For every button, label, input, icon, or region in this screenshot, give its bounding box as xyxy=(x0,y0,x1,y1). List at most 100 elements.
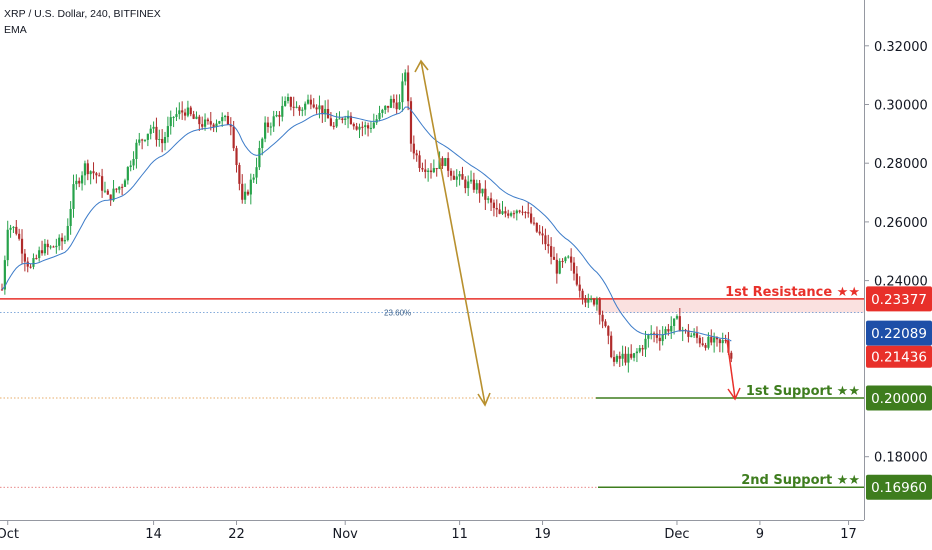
candle[interactable] xyxy=(361,121,364,137)
candle[interactable] xyxy=(266,116,270,133)
candle[interactable] xyxy=(464,176,467,194)
candle[interactable] xyxy=(278,111,281,127)
candle[interactable] xyxy=(418,150,421,172)
candle[interactable] xyxy=(106,188,109,195)
candle[interactable] xyxy=(155,117,158,147)
candle[interactable] xyxy=(23,249,26,272)
candle[interactable] xyxy=(421,162,424,172)
candle[interactable] xyxy=(158,129,161,147)
candle[interactable] xyxy=(512,210,516,219)
candle[interactable] xyxy=(58,234,61,251)
candle[interactable] xyxy=(152,121,155,134)
candle[interactable] xyxy=(103,181,107,194)
candle[interactable] xyxy=(615,354,618,364)
candle[interactable] xyxy=(730,350,733,363)
candle[interactable] xyxy=(587,293,590,308)
candle[interactable] xyxy=(627,347,630,373)
candle[interactable] xyxy=(504,206,507,218)
candle[interactable] xyxy=(718,338,721,353)
candle[interactable] xyxy=(35,254,38,260)
candle[interactable] xyxy=(489,192,493,212)
candle[interactable] xyxy=(590,295,593,303)
candle[interactable] xyxy=(458,170,461,186)
candle[interactable] xyxy=(401,73,404,112)
ema-line[interactable] xyxy=(1,106,732,342)
candle[interactable] xyxy=(229,117,232,136)
candle[interactable] xyxy=(661,326,664,346)
candle[interactable] xyxy=(610,331,613,359)
candle[interactable] xyxy=(447,152,450,178)
candle[interactable] xyxy=(592,297,596,307)
candle[interactable] xyxy=(0,283,4,291)
candle[interactable] xyxy=(392,94,395,109)
candle[interactable] xyxy=(121,183,124,196)
candle[interactable] xyxy=(675,314,679,320)
candle[interactable] xyxy=(246,189,250,196)
candle[interactable] xyxy=(295,101,298,109)
candle[interactable] xyxy=(235,145,238,173)
candle[interactable] xyxy=(441,156,444,169)
candle[interactable] xyxy=(721,332,724,353)
candle[interactable] xyxy=(461,166,464,180)
candle[interactable] xyxy=(427,168,430,182)
candle[interactable] xyxy=(484,180,487,210)
candle[interactable] xyxy=(341,117,344,124)
candle[interactable] xyxy=(275,110,278,118)
candle[interactable] xyxy=(601,310,604,329)
candle[interactable] xyxy=(38,246,41,262)
candle[interactable] xyxy=(6,220,9,267)
candle[interactable] xyxy=(644,330,647,357)
candle[interactable] xyxy=(3,255,6,295)
candle[interactable] xyxy=(632,352,636,362)
candle[interactable] xyxy=(329,112,332,127)
candle[interactable] xyxy=(444,157,447,167)
candle[interactable] xyxy=(395,94,398,114)
candle[interactable] xyxy=(487,196,490,204)
candle[interactable] xyxy=(349,112,353,125)
candle[interactable] xyxy=(55,238,58,254)
candle[interactable] xyxy=(578,276,581,298)
candle[interactable] xyxy=(409,97,413,152)
candle[interactable] xyxy=(530,207,533,225)
candle[interactable] xyxy=(149,124,152,140)
time-axis[interactable] xyxy=(0,520,864,550)
candle[interactable] xyxy=(172,116,175,128)
candle[interactable] xyxy=(29,263,32,269)
candle[interactable] xyxy=(604,319,607,328)
candle[interactable] xyxy=(641,344,644,356)
candle[interactable] xyxy=(324,100,327,122)
candle[interactable] xyxy=(670,316,673,339)
candle[interactable] xyxy=(618,351,621,367)
candle[interactable] xyxy=(141,138,144,150)
candle[interactable] xyxy=(112,180,115,202)
candle[interactable] xyxy=(281,96,284,122)
candle[interactable] xyxy=(252,173,255,183)
candle[interactable] xyxy=(564,256,567,264)
candle[interactable] xyxy=(335,112,338,128)
candle[interactable] xyxy=(261,137,264,156)
candle[interactable] xyxy=(507,209,510,219)
candle[interactable] xyxy=(221,112,224,127)
candle[interactable] xyxy=(524,211,527,219)
projection-arrow[interactable] xyxy=(414,59,491,407)
candle[interactable] xyxy=(315,104,318,114)
candle[interactable] xyxy=(584,294,587,308)
candle[interactable] xyxy=(647,333,650,348)
candle[interactable] xyxy=(558,258,561,275)
candle[interactable] xyxy=(189,105,192,117)
candle[interactable] xyxy=(710,329,713,346)
candle[interactable] xyxy=(92,162,95,180)
candle[interactable] xyxy=(9,224,12,238)
candle[interactable] xyxy=(541,226,544,245)
candle[interactable] xyxy=(658,329,661,351)
candle[interactable] xyxy=(86,159,89,181)
candle[interactable] xyxy=(49,245,52,250)
candle[interactable] xyxy=(80,171,84,191)
candle[interactable] xyxy=(269,122,272,136)
candle[interactable] xyxy=(687,324,690,343)
candle[interactable] xyxy=(69,201,72,235)
candle[interactable] xyxy=(95,171,98,184)
candle[interactable] xyxy=(332,122,335,130)
candle[interactable] xyxy=(693,328,696,339)
candle[interactable] xyxy=(638,345,641,354)
